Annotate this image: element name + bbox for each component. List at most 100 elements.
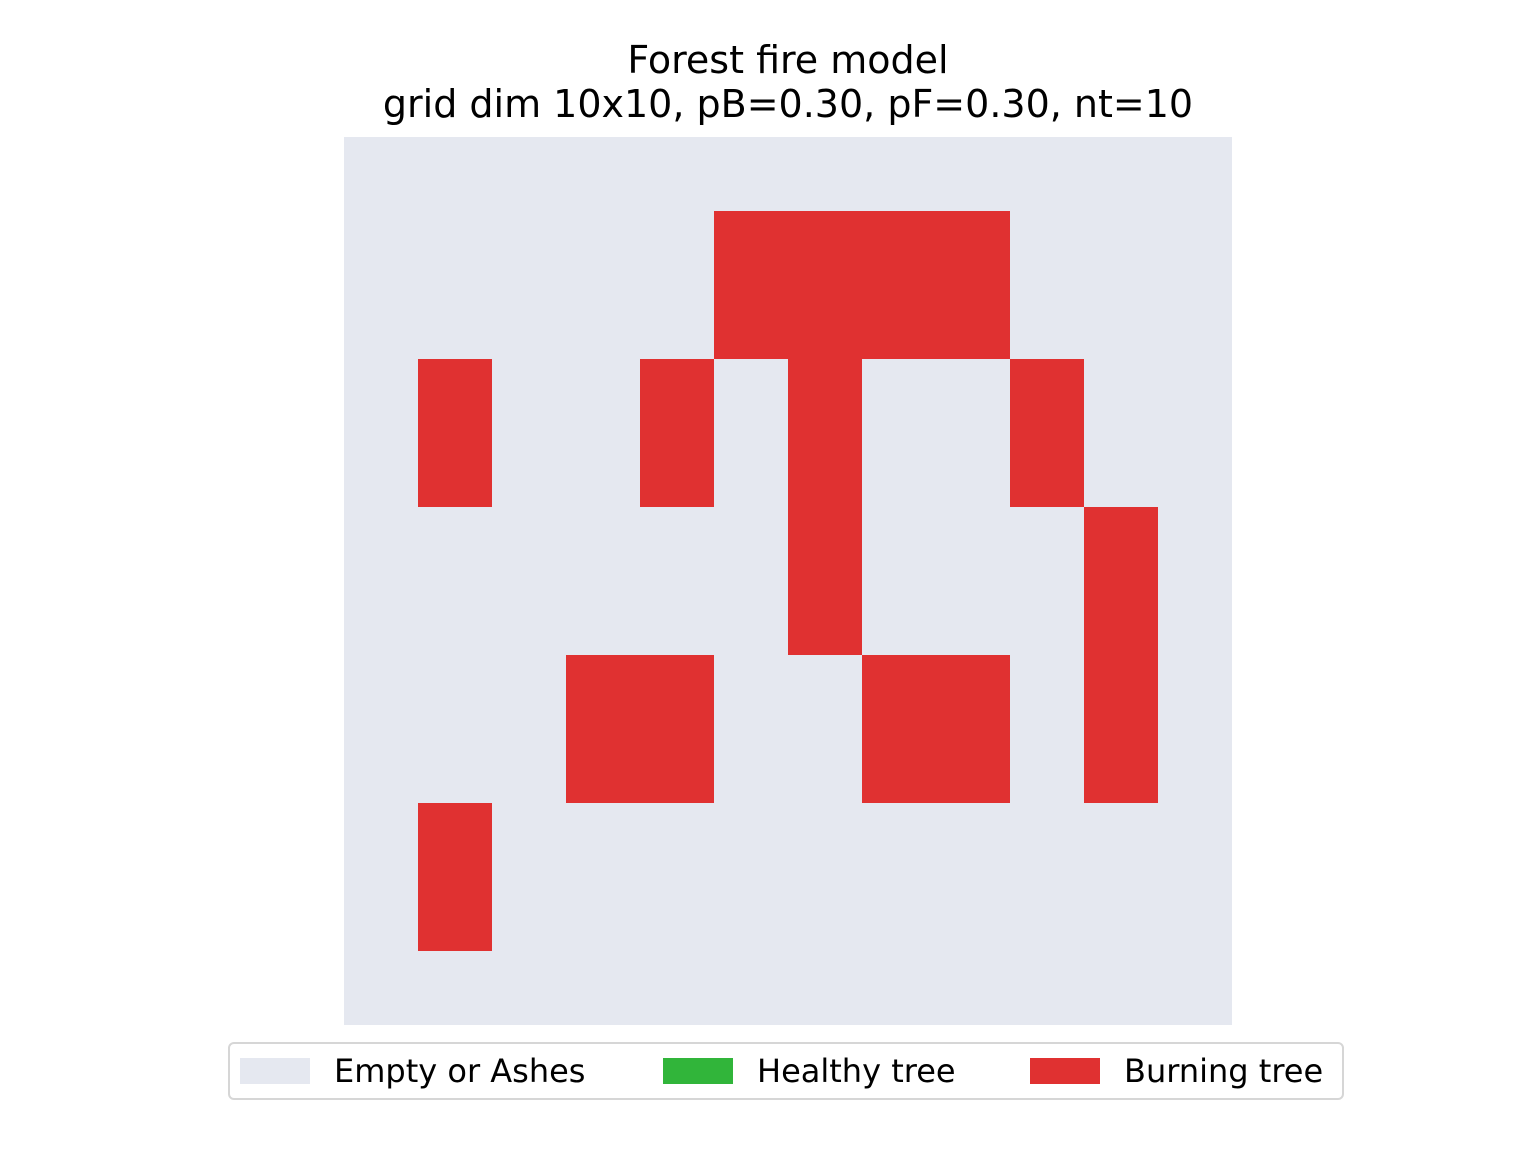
grid-cell-empty-r3-c8	[936, 359, 1011, 434]
grid-cell-empty-r4-c5	[714, 433, 789, 508]
grid-cell-empty-r0-c1	[418, 137, 493, 212]
grid-cell-empty-r4-c7	[862, 433, 937, 508]
grid-cell-empty-r8-c9	[1010, 729, 1085, 804]
grid-cell-empty-r3-c10	[1084, 359, 1159, 434]
grid-cell-burning-r4-c9	[1010, 433, 1085, 508]
grid-cell-empty-r3-c5	[714, 359, 789, 434]
grid-cell-empty-r8-c1	[418, 729, 493, 804]
grid-cell-burning-r5-c10	[1084, 507, 1159, 582]
grid-cell-empty-r7-c1	[418, 655, 493, 730]
grid-cell-empty-r6-c2	[492, 581, 567, 656]
grid-cell-empty-r5-c5	[714, 507, 789, 582]
grid-cell-empty-r11-c0	[344, 951, 419, 1025]
grid-cell-burning-r2-c8	[936, 285, 1011, 360]
grid-cell-empty-r10-c11	[1158, 877, 1232, 952]
grid-cell-empty-r6-c9	[1010, 581, 1085, 656]
grid-cell-empty-r11-c4	[640, 951, 715, 1025]
grid-cell-empty-r4-c10	[1084, 433, 1159, 508]
grid-cell-empty-r10-c5	[714, 877, 789, 952]
grid-cell-empty-r10-c8	[936, 877, 1011, 952]
grid-cell-empty-r2-c3	[566, 285, 641, 360]
legend-label-empty: Empty or Ashes	[334, 1052, 586, 1090]
grid-cell-empty-r2-c9	[1010, 285, 1085, 360]
grid-cell-empty-r9-c6	[788, 803, 863, 878]
grid-cell-empty-r2-c2	[492, 285, 567, 360]
grid-cell-empty-r0-c6	[788, 137, 863, 212]
grid-cell-empty-r2-c11	[1158, 285, 1232, 360]
grid-cell-empty-r11-c9	[1010, 951, 1085, 1025]
legend-entry-burning: Burning tree	[1030, 1044, 1323, 1098]
legend-entry-healthy: Healthy tree	[663, 1044, 956, 1098]
grid-cell-empty-r2-c10	[1084, 285, 1159, 360]
grid-cell-empty-r10-c7	[862, 877, 937, 952]
grid-cell-empty-r9-c8	[936, 803, 1011, 878]
grid-cell-empty-r11-c3	[566, 951, 641, 1025]
grid-cell-empty-r9-c4	[640, 803, 715, 878]
grid-cell-empty-r11-c5	[714, 951, 789, 1025]
grid-cell-empty-r6-c0	[344, 581, 419, 656]
grid-cell-burning-r1-c7	[862, 211, 937, 286]
grid-cell-empty-r2-c1	[418, 285, 493, 360]
chart-subtitle: grid dim 10x10, pB=0.30, pF=0.30, nt=10	[382, 82, 1194, 126]
grid-cell-empty-r9-c0	[344, 803, 419, 878]
grid-cell-empty-r11-c7	[862, 951, 937, 1025]
grid-cell-empty-r1-c1	[418, 211, 493, 286]
grid-cell-empty-r9-c7	[862, 803, 937, 878]
grid-cell-empty-r0-c11	[1158, 137, 1232, 212]
grid-cell-empty-r5-c2	[492, 507, 567, 582]
grid-cell-empty-r6-c3	[566, 581, 641, 656]
grid-cell-empty-r10-c2	[492, 877, 567, 952]
grid-cell-empty-r5-c1	[418, 507, 493, 582]
grid-cell-burning-r3-c1	[418, 359, 493, 434]
legend-label-healthy: Healthy tree	[757, 1052, 956, 1090]
grid-cell-empty-r1-c11	[1158, 211, 1232, 286]
grid-cell-burning-r8-c8	[936, 729, 1011, 804]
grid-cell-burning-r1-c5	[714, 211, 789, 286]
grid-cell-empty-r11-c10	[1084, 951, 1159, 1025]
grid-cell-empty-r1-c2	[492, 211, 567, 286]
grid-cell-burning-r10-c1	[418, 877, 493, 952]
legend-swatch-healthy	[663, 1058, 733, 1084]
grid-cell-empty-r11-c2	[492, 951, 567, 1025]
grid-cell-empty-r1-c4	[640, 211, 715, 286]
grid-cell-empty-r8-c0	[344, 729, 419, 804]
grid-cell-empty-r4-c8	[936, 433, 1011, 508]
grid-cell-empty-r6-c4	[640, 581, 715, 656]
grid-cell-empty-r10-c6	[788, 877, 863, 952]
legend-swatch-empty	[240, 1058, 310, 1084]
grid-cell-empty-r11-c1	[418, 951, 493, 1025]
grid-cell-empty-r1-c9	[1010, 211, 1085, 286]
forest-grid	[344, 137, 1232, 1025]
grid-cell-empty-r10-c9	[1010, 877, 1085, 952]
grid-cell-empty-r6-c7	[862, 581, 937, 656]
grid-cell-empty-r2-c0	[344, 285, 419, 360]
grid-cell-burning-r4-c4	[640, 433, 715, 508]
grid-cell-burning-r6-c6	[788, 581, 863, 656]
legend-entry-empty: Empty or Ashes	[240, 1044, 585, 1098]
grid-cell-empty-r10-c10	[1084, 877, 1159, 952]
grid-cell-empty-r0-c2	[492, 137, 567, 212]
grid-cell-empty-r8-c5	[714, 729, 789, 804]
grid-cell-burning-r2-c7	[862, 285, 937, 360]
grid-cell-empty-r7-c6	[788, 655, 863, 730]
grid-cell-burning-r7-c4	[640, 655, 715, 730]
grid-cell-empty-r3-c2	[492, 359, 567, 434]
grid-cell-empty-r2-c4	[640, 285, 715, 360]
grid-cell-empty-r5-c0	[344, 507, 419, 582]
grid-cell-empty-r0-c4	[640, 137, 715, 212]
grid-cell-burning-r3-c4	[640, 359, 715, 434]
grid-cell-burning-r4-c6	[788, 433, 863, 508]
legend: Empty or Ashes Healthy tree Burning tree	[228, 1042, 1344, 1100]
grid-cell-empty-r1-c0	[344, 211, 419, 286]
legend-swatch-burning	[1030, 1058, 1100, 1084]
grid-cell-burning-r7-c10	[1084, 655, 1159, 730]
grid-cell-burning-r1-c6	[788, 211, 863, 286]
grid-cell-empty-r7-c2	[492, 655, 567, 730]
grid-cell-burning-r3-c9	[1010, 359, 1085, 434]
grid-cell-empty-r9-c10	[1084, 803, 1159, 878]
grid-cell-burning-r9-c1	[418, 803, 493, 878]
grid-cell-empty-r11-c8	[936, 951, 1011, 1025]
grid-cell-empty-r0-c5	[714, 137, 789, 212]
grid-cell-empty-r8-c6	[788, 729, 863, 804]
grid-cell-empty-r0-c9	[1010, 137, 1085, 212]
